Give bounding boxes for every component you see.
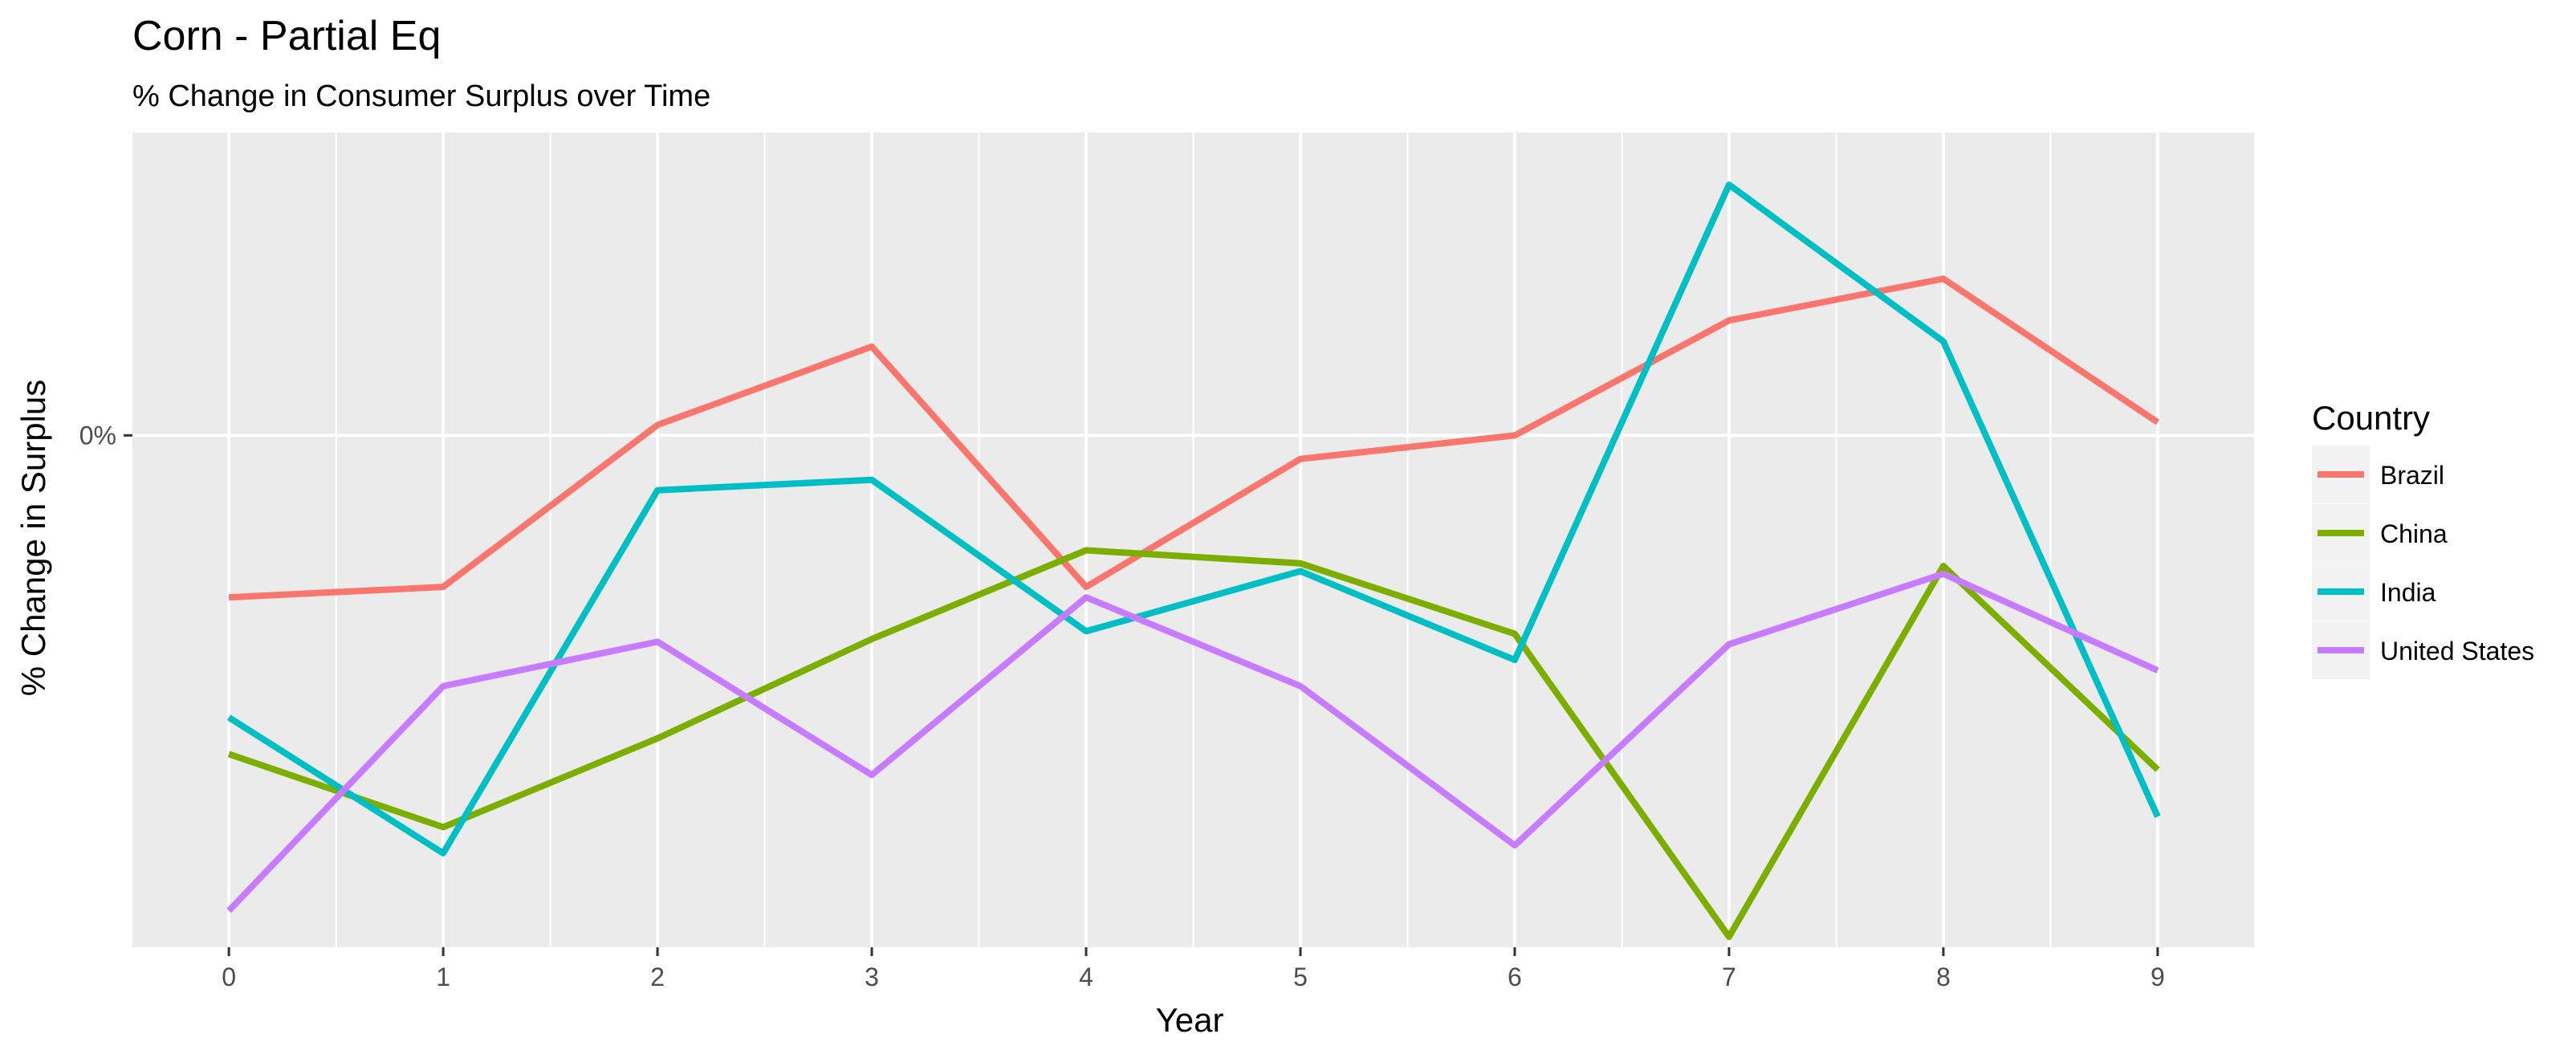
y-axis-title: % Change in Surplus [14, 380, 52, 697]
legend-label-united-states: United States [2380, 637, 2534, 665]
x-axis-title: Year [1156, 1001, 1224, 1039]
x-tick-label: 7 [1722, 963, 1736, 991]
y-tick-label: 0% [79, 421, 116, 450]
x-tick-label: 3 [865, 963, 879, 991]
series-line-united-states [226, 570, 2159, 914]
series-line-india [226, 181, 2161, 857]
y-axis: 0% [79, 421, 132, 450]
x-tick-label: 0 [222, 963, 236, 991]
minor-gridlines [335, 132, 2052, 947]
legend-label-brazil: Brazil [2380, 461, 2444, 490]
legend: Country Brazil China India United States [2312, 399, 2534, 679]
series-lines [226, 181, 2161, 940]
x-tick-label: 2 [650, 963, 665, 991]
x-tick-label: 1 [436, 963, 450, 991]
chart-title: Corn - Partial Eq [132, 13, 441, 59]
chart-subtitle: % Change in Consumer Surplus over Time [132, 79, 710, 113]
x-tick-label: 9 [2151, 963, 2165, 991]
legend-label-india: India [2380, 578, 2436, 607]
x-axis: 0 1 2 3 4 5 6 7 8 9 [222, 947, 2165, 991]
x-tick-label: 8 [1936, 963, 1951, 991]
legend-label-china: China [2380, 519, 2448, 548]
x-tick-label: 5 [1293, 963, 1308, 991]
legend-title: Country [2312, 399, 2430, 437]
x-tick-label: 4 [1079, 963, 1093, 991]
x-tick-label: 6 [1508, 963, 1522, 991]
series-line-brazil [228, 275, 2160, 601]
series-line-china [227, 547, 2160, 940]
